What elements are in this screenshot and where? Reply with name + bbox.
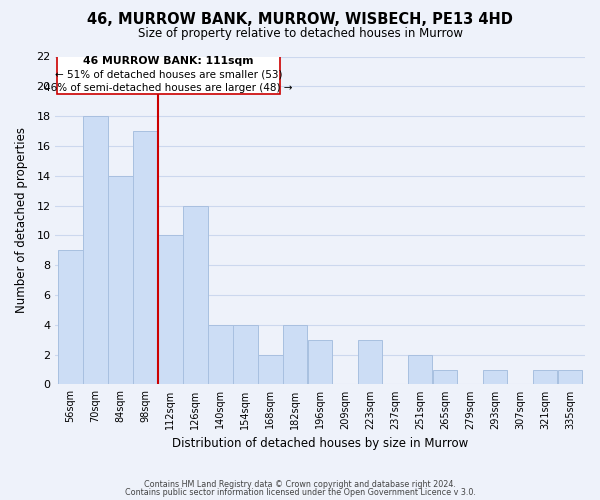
Bar bbox=[358, 340, 382, 384]
Text: ← 51% of detached houses are smaller (53): ← 51% of detached houses are smaller (53… bbox=[55, 70, 282, 80]
Bar bbox=[83, 116, 107, 384]
Bar bbox=[258, 354, 283, 384]
Bar bbox=[233, 325, 257, 384]
Bar bbox=[408, 354, 433, 384]
Bar bbox=[208, 325, 233, 384]
Bar bbox=[183, 206, 208, 384]
Text: 46, MURROW BANK, MURROW, WISBECH, PE13 4HD: 46, MURROW BANK, MURROW, WISBECH, PE13 4… bbox=[87, 12, 513, 28]
Text: Contains HM Land Registry data © Crown copyright and database right 2024.: Contains HM Land Registry data © Crown c… bbox=[144, 480, 456, 489]
Bar bbox=[308, 340, 332, 384]
Bar bbox=[483, 370, 508, 384]
Bar bbox=[108, 176, 133, 384]
Bar bbox=[283, 325, 307, 384]
Bar bbox=[133, 131, 158, 384]
Bar bbox=[158, 236, 182, 384]
Text: Size of property relative to detached houses in Murrow: Size of property relative to detached ho… bbox=[137, 28, 463, 40]
Bar bbox=[58, 250, 83, 384]
Text: Contains public sector information licensed under the Open Government Licence v : Contains public sector information licen… bbox=[125, 488, 475, 497]
FancyBboxPatch shape bbox=[56, 52, 280, 94]
Bar bbox=[558, 370, 582, 384]
Y-axis label: Number of detached properties: Number of detached properties bbox=[15, 128, 28, 314]
Bar bbox=[533, 370, 557, 384]
Bar bbox=[433, 370, 457, 384]
Text: 46 MURROW BANK: 111sqm: 46 MURROW BANK: 111sqm bbox=[83, 56, 254, 66]
Text: 46% of semi-detached houses are larger (48) →: 46% of semi-detached houses are larger (… bbox=[44, 84, 293, 94]
X-axis label: Distribution of detached houses by size in Murrow: Distribution of detached houses by size … bbox=[172, 437, 469, 450]
